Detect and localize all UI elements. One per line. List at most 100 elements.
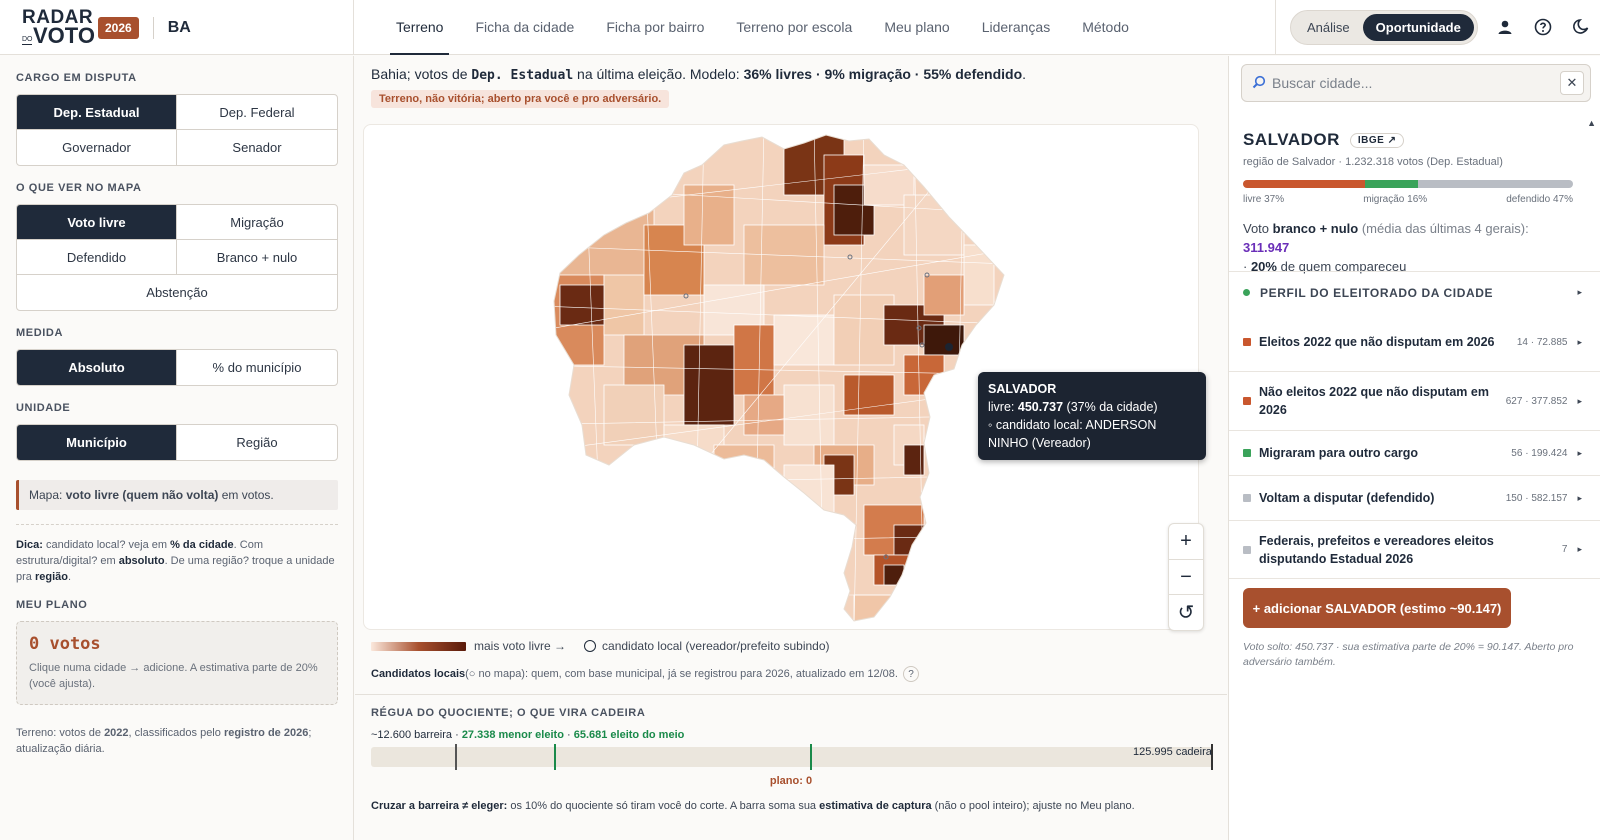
- caret-right-icon: ▸: [1577, 447, 1582, 458]
- mode-toggle: Análise Oportunidade: [1290, 9, 1478, 45]
- center-panel: Bahia; votos de Dep. Estadual na última …: [355, 56, 1227, 840]
- caret-right-icon: ▸: [1577, 336, 1582, 347]
- tab-liderancas[interactable]: Lideranças: [981, 19, 1051, 35]
- tab-meu-plano[interactable]: Meu plano: [884, 19, 950, 35]
- perfil-row[interactable]: Voltam a disputar (defendido) 150 · 582.…: [1229, 476, 1600, 521]
- moon-icon[interactable]: [1570, 16, 1592, 38]
- ver-migracao[interactable]: Migração: [177, 205, 337, 240]
- share-livre-label: livre 37%: [1243, 194, 1285, 205]
- ver-voto-livre[interactable]: Voto livre: [17, 205, 177, 240]
- row-label: Migraram para outro cargo: [1259, 446, 1419, 460]
- brand-area: RADAR DO VOTO 2026 BA: [0, 0, 354, 55]
- reset-view-icon[interactable]: ↺: [1177, 602, 1195, 625]
- zoom-in-button[interactable]: +: [1169, 524, 1203, 560]
- ruler-mark: [554, 744, 556, 770]
- plan-hint: Clique numa cidade → adicione. A estimat…: [29, 662, 318, 690]
- scroll-up-icon[interactable]: ▲: [1587, 118, 1596, 128]
- row-label: Voltam a disputar (defendido): [1259, 491, 1435, 505]
- close-icon[interactable]: ✕: [1560, 71, 1584, 95]
- city-title: SALVADOR IBGE ↗: [1243, 130, 1573, 150]
- perfil-list: Eleitos 2022 que não disputam em 2026 14…: [1229, 313, 1600, 579]
- ruler-plan-value: plano: 0: [769, 775, 813, 787]
- ruler-mark: [1211, 744, 1213, 770]
- logo-line1: RADAR: [22, 6, 94, 28]
- ver-abstencao[interactable]: Abstenção: [146, 285, 208, 300]
- map-tooltip: SALVADOR livre: 450.737 (37% da cidade) …: [978, 372, 1206, 460]
- row-label: Não eleitos 2022 que não disputam em 202…: [1259, 385, 1489, 417]
- ruler-mark: [810, 744, 812, 770]
- perfil-row[interactable]: Federais, prefeitos e vereadores eleitos…: [1229, 521, 1600, 579]
- state-label: BA: [167, 18, 191, 36]
- mode-analise-button[interactable]: Análise: [1307, 19, 1350, 35]
- tooltip-local-candidate: ◦ candidato local: ANDERSON NINHO (Verea…: [988, 418, 1157, 450]
- caret-right-icon: ▸: [1577, 544, 1582, 554]
- medida-title: MEDIDA: [16, 327, 63, 339]
- perfil-row[interactable]: Migraram para outro cargo 56 · 199.424 ▸: [1229, 431, 1600, 476]
- help-icon[interactable]: ?: [902, 666, 919, 682]
- search-icon: [1252, 75, 1266, 92]
- share-defendido-label: defendido 47%: [1506, 194, 1573, 205]
- top-header: RADAR DO VOTO 2026 BA Terreno Ficha da ci…: [0, 0, 1600, 55]
- warning-badge: Terreno, não vitória; aberto pra você e …: [371, 90, 670, 108]
- legend-gradient-label: mais voto livre →: [474, 639, 567, 653]
- ruler-note: Cruzar a barreira ≠ eleger: os 10% do qu…: [371, 800, 1135, 812]
- medida-absoluto[interactable]: Absoluto: [17, 350, 177, 385]
- logo-line2: VOTO: [33, 22, 95, 48]
- perfil-section-header[interactable]: PERFIL DO ELEITORADO DA CIDADE ▸: [1229, 271, 1600, 313]
- choropleth-map[interactable]: [363, 124, 1199, 630]
- row-color-swatch: [1243, 494, 1251, 502]
- tab-ficha-cidade[interactable]: Ficha da cidade: [475, 19, 575, 35]
- tooltip-city: SALVADOR: [988, 382, 1057, 396]
- candidates-note: Candidatos locais (○ no mapa): quem, com…: [371, 666, 919, 682]
- add-city-button[interactable]: + adicionar SALVADOR (estimo ~90.147): [1243, 588, 1511, 628]
- ruler-mark: [455, 744, 457, 770]
- plan-votes: 0 votos: [29, 634, 101, 654]
- tab-ficha-bairro[interactable]: Ficha por bairro: [606, 19, 705, 35]
- tab-metodo[interactable]: Método: [1082, 19, 1129, 35]
- status-dot: [1243, 289, 1250, 296]
- caret-right-icon: ▸: [1577, 287, 1582, 297]
- map-note: Mapa: voto livre (quem não volta) em vot…: [16, 480, 338, 510]
- voto-solto-note: Voto solto: 450.737 · sua estimativa par…: [1243, 641, 1574, 668]
- unidade-title: UNIDADE: [16, 402, 71, 414]
- vote-share-labels: livre 37% migração 16% defendido 47%: [1243, 194, 1573, 205]
- user-icon[interactable]: [1494, 16, 1516, 38]
- share-migracao-label: migração 16%: [1363, 194, 1428, 205]
- search-input[interactable]: [1272, 75, 1560, 91]
- map-legend: mais voto livre → candidato local (verea…: [371, 639, 830, 653]
- tab-terreno[interactable]: Terreno: [380, 0, 459, 55]
- unidade-regiao[interactable]: Região: [236, 435, 278, 450]
- year-badge: 2026: [98, 16, 139, 39]
- mode-oportunidade-button[interactable]: Oportunidade: [1362, 13, 1474, 41]
- share-segment: [1365, 180, 1418, 188]
- plan-box: 0 votos Clique numa cidade → adicione. A…: [16, 621, 338, 705]
- row-count: 7: [1561, 544, 1568, 555]
- caret-right-icon: ▸: [1577, 492, 1582, 503]
- ver-title: O QUE VER NO MAPA: [16, 182, 142, 194]
- tooltip-livre: livre: 450.737 (37% da cidade): [988, 400, 1158, 414]
- ver-branco-nulo[interactable]: Branco + nulo: [177, 240, 337, 275]
- city-search: ✕: [1241, 64, 1591, 102]
- medida-percent[interactable]: % do município: [212, 360, 302, 375]
- zoom-controls: + − ↺: [1168, 523, 1204, 631]
- cargo-governador[interactable]: Governador: [17, 130, 177, 165]
- ruler-labels: ~12.600 barreira · 27.338 menor eleito ·…: [371, 729, 685, 741]
- cargo-dep-estadual[interactable]: Dep. Estadual: [17, 95, 177, 130]
- help-icon[interactable]: [1532, 16, 1554, 38]
- unidade-options: Município Região: [16, 424, 338, 461]
- row-count: 150 · 582.157: [1505, 492, 1568, 504]
- tab-terreno-escola[interactable]: Terreno por escola: [736, 19, 853, 35]
- ruler-bar: [371, 744, 1213, 770]
- ibge-link[interactable]: IBGE ↗: [1349, 132, 1405, 148]
- ver-defendido[interactable]: Defendido: [17, 240, 177, 275]
- cargo-senador[interactable]: Senador: [232, 140, 282, 155]
- ruler-cadeira-label: 125.995 cadeira: [1133, 746, 1212, 758]
- row-color-swatch: [1243, 449, 1251, 457]
- perfil-row[interactable]: Não eleitos 2022 que não disputam em 202…: [1229, 372, 1600, 431]
- perfil-row[interactable]: Eleitos 2022 que não disputam em 2026 14…: [1229, 313, 1600, 372]
- zoom-out-button[interactable]: −: [1169, 560, 1203, 596]
- unidade-municipio[interactable]: Município: [17, 425, 177, 460]
- cargo-dep-federal[interactable]: Dep. Federal: [177, 95, 337, 130]
- row-color-swatch: [1243, 397, 1251, 405]
- app-logo[interactable]: RADAR DO VOTO: [22, 6, 95, 47]
